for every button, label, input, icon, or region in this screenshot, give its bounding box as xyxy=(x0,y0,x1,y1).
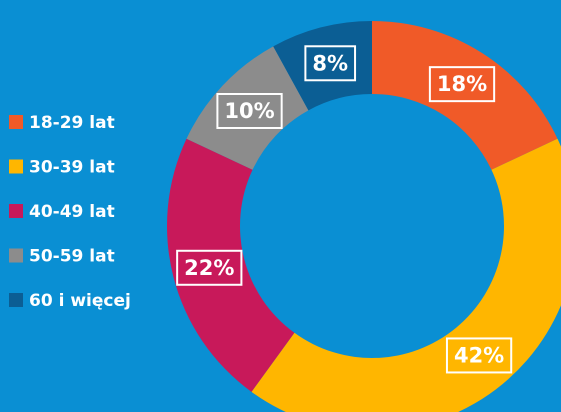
donut-segment xyxy=(167,138,295,392)
data-label: 18% xyxy=(437,72,487,96)
legend-swatch xyxy=(9,159,23,174)
legend-label: 60 i więcej xyxy=(29,291,131,311)
data-label: 10% xyxy=(224,99,274,123)
donut-segment xyxy=(372,21,558,170)
data-label-box xyxy=(445,337,513,374)
data-label-box xyxy=(216,92,283,129)
data-label-box xyxy=(176,249,243,286)
data-label-box xyxy=(428,66,496,103)
legend-label: 40-49 lat xyxy=(29,202,115,222)
legend-swatch xyxy=(9,204,23,218)
donut-segment xyxy=(186,46,309,170)
legend-label: 50-59 lat xyxy=(29,247,115,267)
data-label: 8% xyxy=(312,51,348,75)
data-label-box xyxy=(304,45,357,82)
donut-segment xyxy=(273,21,372,111)
legend-swatch xyxy=(9,293,23,307)
legend-swatch xyxy=(9,115,23,129)
data-label: 22% xyxy=(184,256,234,280)
data-label: 42% xyxy=(454,343,504,367)
legend-label: 30-39 lat xyxy=(29,158,115,178)
donut-segment xyxy=(251,138,561,412)
legend-swatch xyxy=(9,248,23,263)
legend-label: 18-29 lat xyxy=(29,113,115,133)
